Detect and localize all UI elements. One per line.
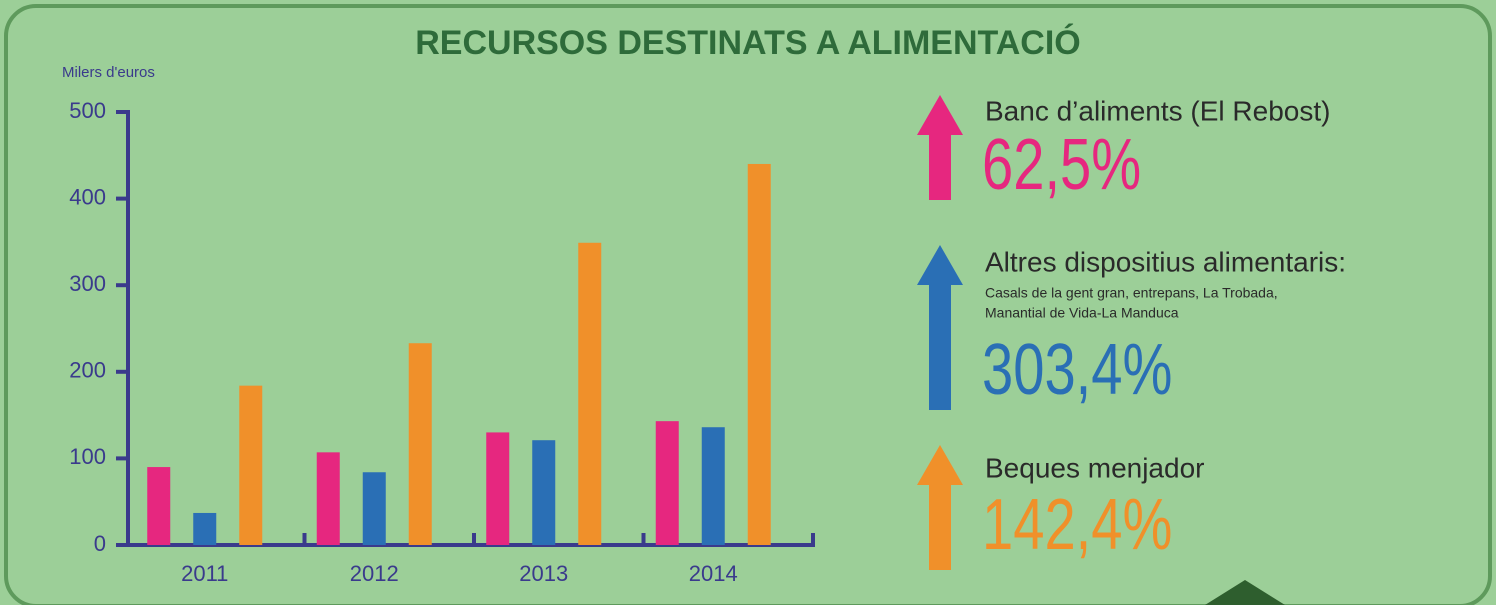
x-tick-label: 2013 xyxy=(519,561,568,586)
y-tick-label: 200 xyxy=(69,358,106,383)
y-tick-label: 100 xyxy=(69,444,106,469)
y-tick-label: 300 xyxy=(69,271,106,296)
y-axis-label: Milers d'euros xyxy=(62,64,155,81)
legend-label: Beques menjador xyxy=(985,452,1204,483)
y-tick-label: 0 xyxy=(94,531,106,556)
x-tick-label: 2011 xyxy=(181,561,228,586)
legend-note: Manantial de Vida-La Manduca xyxy=(985,305,1179,321)
bar xyxy=(362,472,386,545)
pointer xyxy=(1205,580,1285,605)
bar xyxy=(147,467,171,545)
bar xyxy=(408,343,432,545)
legend-arrow xyxy=(917,95,963,200)
chart-title: RECURSOS DESTINATS A ALIMENTACIÓ xyxy=(415,24,1081,62)
x-tick-label: 2014 xyxy=(689,561,738,586)
growth-label: 303,4% xyxy=(982,329,1172,409)
bar xyxy=(239,385,263,545)
legend-note: Casals de la gent gran, entrepans, La Tr… xyxy=(985,285,1278,301)
bar xyxy=(193,512,217,545)
bar xyxy=(655,421,679,545)
bar xyxy=(747,163,771,545)
legend-arrow xyxy=(917,445,963,570)
x-tick-label: 2012 xyxy=(350,561,399,586)
y-tick-label: 500 xyxy=(69,98,106,123)
legend-label: Banc d’aliments (El Rebost) xyxy=(985,95,1330,126)
growth-label: 142,4% xyxy=(982,484,1172,564)
growth-label: 62,5% xyxy=(982,124,1141,204)
bar xyxy=(578,242,602,546)
bar xyxy=(316,452,340,545)
bar xyxy=(532,440,556,545)
bar xyxy=(701,427,725,545)
y-tick-label: 400 xyxy=(69,184,106,209)
legend-arrow xyxy=(917,245,963,410)
bar xyxy=(486,432,510,545)
legend-label: Altres dispositius alimentaris: xyxy=(985,246,1346,277)
